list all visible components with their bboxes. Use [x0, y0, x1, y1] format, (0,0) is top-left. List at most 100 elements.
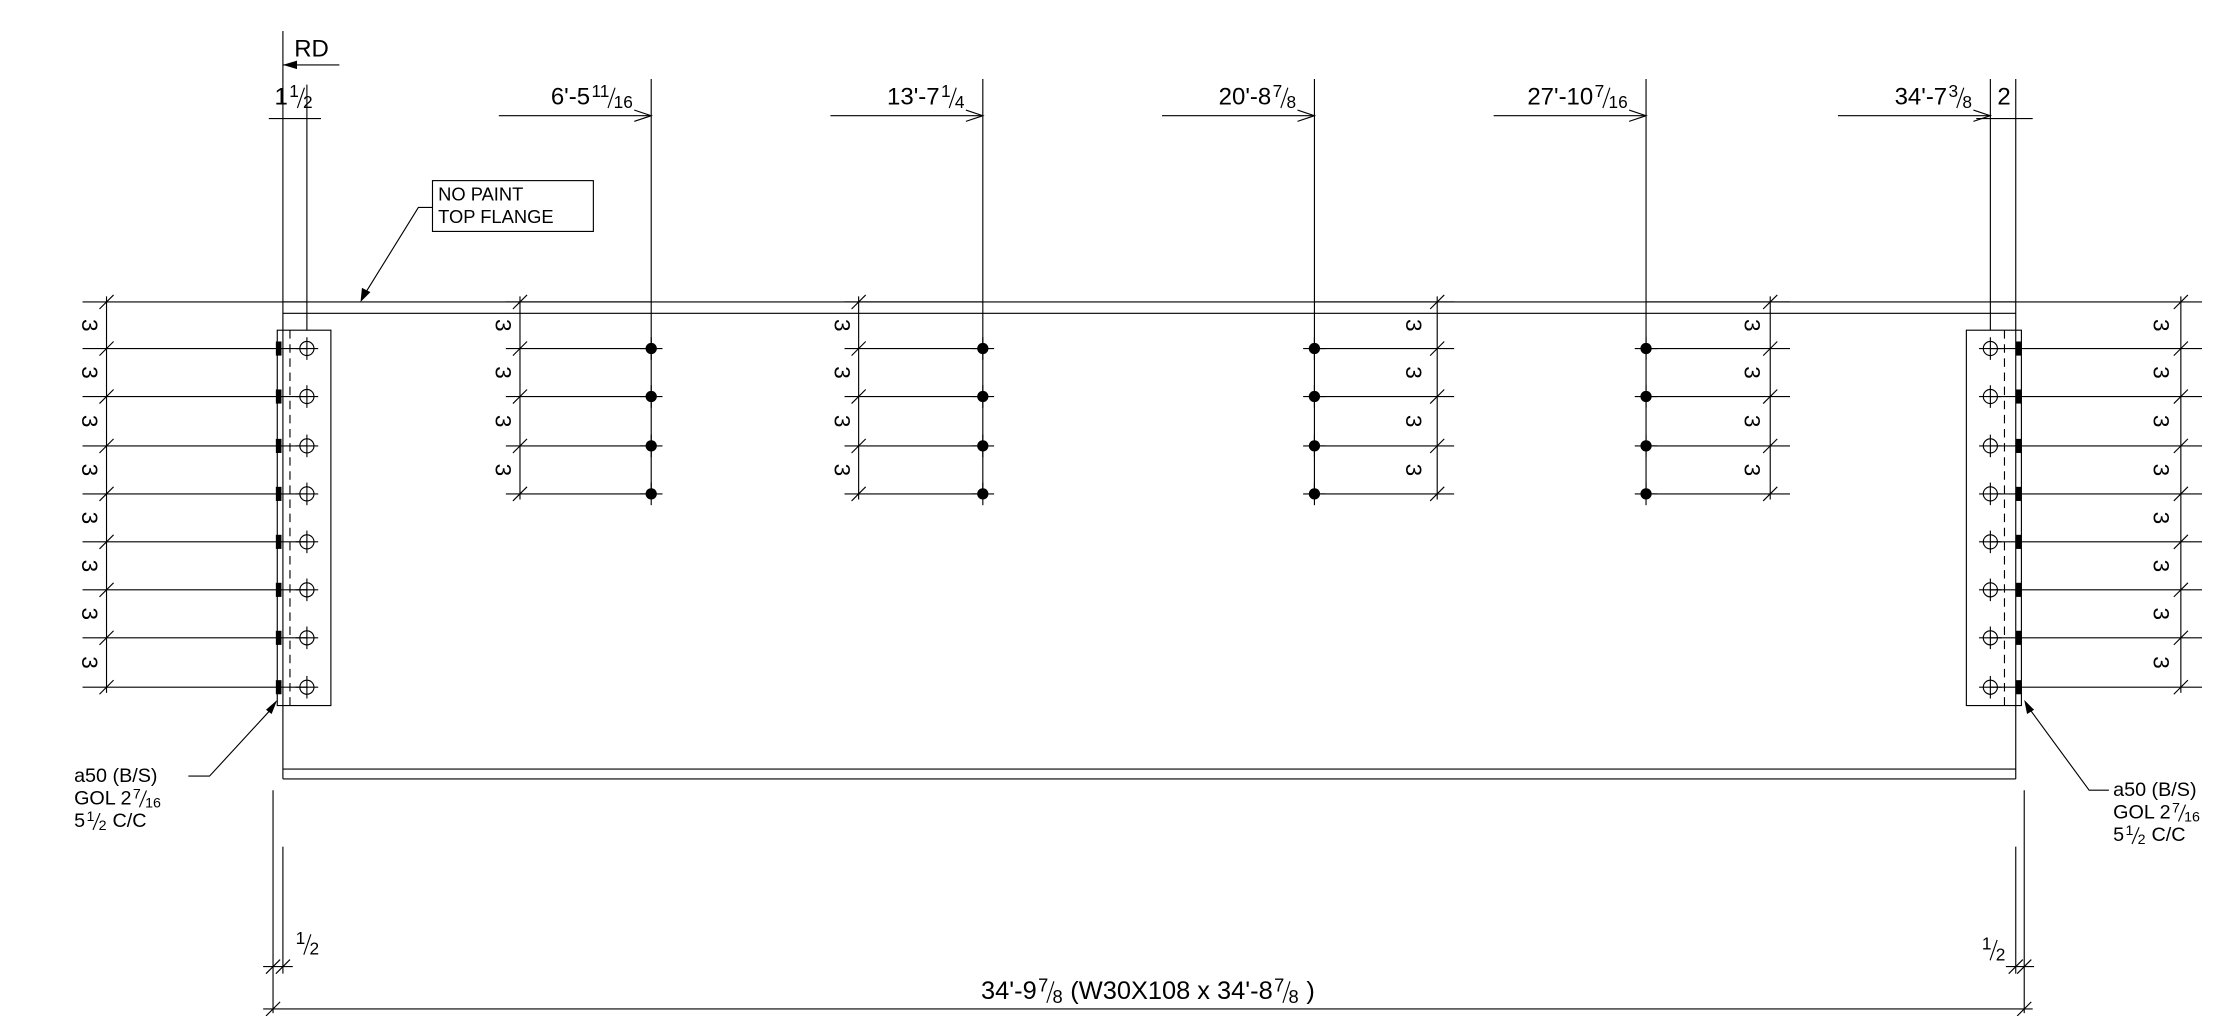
spacing-label: 3	[77, 366, 102, 379]
spacing-label: 3	[77, 560, 102, 573]
spacing-label: 3	[491, 366, 516, 379]
fraction-numerator: 3	[1949, 81, 1959, 101]
spacing-label: 3	[1739, 464, 1764, 477]
dimension-label: 34'-9 78 (W30X108 x 34'-8 78)	[981, 974, 1315, 1006]
fraction-numerator: 7	[1274, 974, 1284, 995]
fraction-numerator: 11	[591, 81, 609, 101]
spacing-label: 3	[77, 415, 102, 428]
spacing-label: 3	[2149, 464, 2174, 477]
arrow	[1628, 109, 1648, 122]
spacing-label: 3	[2149, 656, 2174, 669]
spacing-label: 3	[2149, 608, 2174, 621]
fraction-numerator: 7	[133, 786, 141, 802]
spacing-label: 3	[491, 415, 516, 428]
fraction-bar	[1280, 87, 1289, 109]
label-text: 34'-7	[1895, 83, 1948, 110]
arrow	[634, 109, 653, 122]
spacing-label: 3	[2149, 319, 2174, 332]
arrow	[1297, 109, 1317, 122]
spacing-label: 3	[2149, 512, 2174, 525]
spacing-label: 3	[1401, 366, 1426, 379]
dimension-label: 34'-7 38	[1895, 81, 1972, 112]
fraction-bar	[948, 87, 957, 109]
fraction-denominator: 2	[99, 818, 107, 834]
fraction-numerator: 1	[2126, 823, 2134, 839]
fraction-denominator: 4	[955, 92, 965, 112]
label-text: C/C	[2152, 824, 2186, 846]
fraction-denominator: 16	[2184, 809, 2200, 825]
spacing-label: 3	[77, 464, 102, 477]
fraction-bar	[607, 87, 616, 109]
fraction-denominator: 16	[1608, 92, 1627, 112]
fraction-bar	[303, 934, 312, 955]
fraction-bar	[1282, 981, 1291, 1004]
fraction-bar	[1046, 981, 1055, 1004]
spacing-label: 3	[77, 319, 102, 332]
fraction-bar	[92, 812, 101, 831]
fraction-denominator: 16	[614, 92, 633, 112]
spacing-label: 3	[1401, 319, 1426, 332]
dimension-label: 27'-10 716	[1527, 81, 1627, 112]
label-text: GOL 2	[74, 787, 131, 809]
dimension-label: a50 (B/S)	[74, 765, 157, 787]
label-text: 2	[1997, 83, 2010, 110]
label-text: 1	[274, 83, 287, 110]
fraction-bar	[1989, 939, 1998, 961]
dimension-label: 12	[296, 928, 319, 959]
fraction-bar	[2131, 826, 2140, 845]
spacing-label: 3	[1739, 366, 1764, 379]
weld-leaders	[188, 699, 2109, 791]
label-text: 13'-7	[887, 83, 940, 110]
fraction-denominator: 8	[1053, 986, 1063, 1007]
fraction-bar	[296, 87, 305, 109]
fraction-denominator: 16	[145, 795, 161, 811]
label-text: a50 (B/S)	[2113, 779, 2196, 801]
rd-label: RD	[294, 35, 329, 62]
spacing-label: 3	[1401, 464, 1426, 477]
dimension-label: 12	[1982, 934, 2005, 965]
note: NO PAINT TOP FLANGE	[360, 180, 594, 302]
dimension-label: GOL 2 716	[74, 786, 161, 811]
label-text: 5	[2113, 824, 2124, 846]
fraction-numerator: 1	[1982, 934, 1992, 954]
spacing-label: 3	[2149, 366, 2174, 379]
dimension-label: 5 12 C/C	[2113, 823, 2185, 848]
fraction-numerator: 1	[289, 81, 299, 101]
dimension-label: 1 12	[274, 81, 312, 112]
spacing-label: 3	[1739, 319, 1764, 332]
spacing-label: 3	[2149, 560, 2174, 573]
label-text: )	[1306, 977, 1314, 1005]
label-text: 5	[74, 810, 85, 832]
fraction-bar	[138, 790, 148, 808]
label-text: 34'-9	[981, 977, 1037, 1005]
spacing-label: 3	[1739, 415, 1764, 428]
spacing-label: 3	[829, 319, 854, 332]
fraction-bar	[1602, 87, 1611, 109]
spacing-label: 3	[829, 415, 854, 428]
fraction-denominator: 2	[309, 939, 319, 959]
spacing-label: 3	[77, 608, 102, 621]
dimension-label: 20'-8 78	[1219, 81, 1296, 112]
fraction-numerator: 7	[1038, 974, 1048, 995]
dimension-label: 2	[1997, 83, 2010, 110]
dimension-label: GOL 2 716	[2113, 801, 2200, 826]
label-text: GOL 2	[2113, 801, 2170, 823]
spacing-label: 3	[77, 512, 102, 525]
label-text: 20'-8	[1219, 83, 1272, 110]
label-text: 27'-10	[1527, 83, 1593, 110]
label-text: a50 (B/S)	[74, 765, 157, 787]
fraction-numerator: 1	[941, 81, 951, 101]
fraction-denominator: 2	[2138, 832, 2146, 848]
fraction-denominator: 8	[1962, 92, 1972, 112]
spacing-label: 3	[491, 464, 516, 477]
spacing-label: 3	[2149, 415, 2174, 428]
fraction-numerator: 7	[1273, 81, 1283, 101]
fraction-denominator: 8	[1289, 986, 1299, 1007]
arrow	[965, 109, 985, 122]
dimension-label: a50 (B/S)	[2113, 779, 2196, 801]
arrow	[1973, 109, 1993, 122]
spacing-label: 3	[1401, 415, 1426, 428]
